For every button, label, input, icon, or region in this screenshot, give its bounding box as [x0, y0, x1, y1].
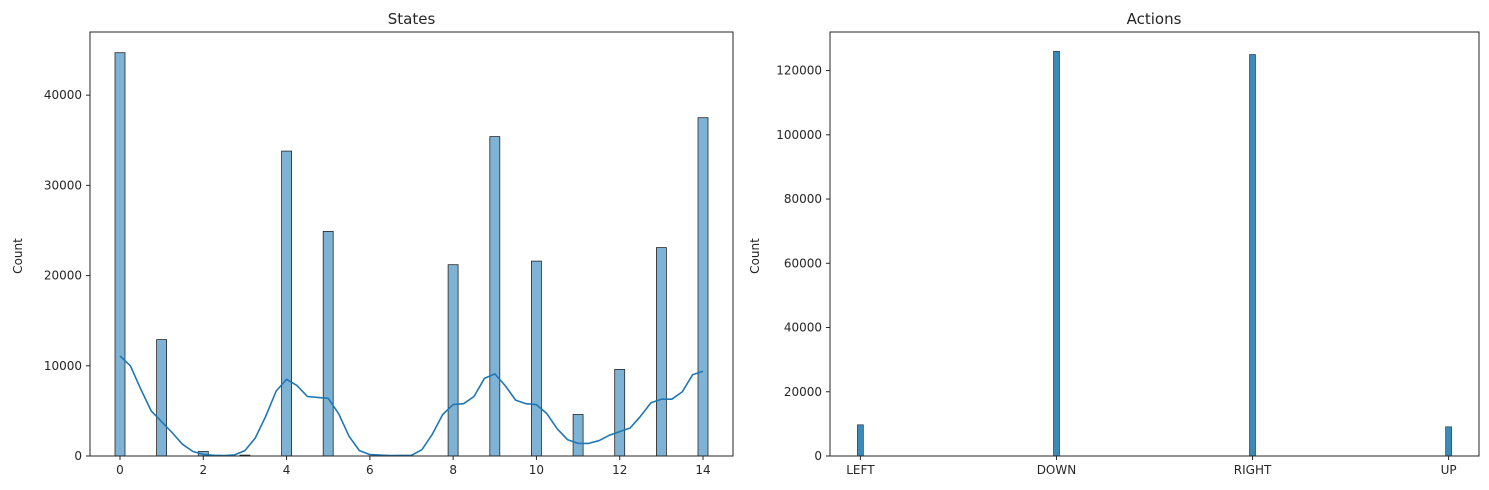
actions-y-tick-label: 80000 [784, 192, 822, 206]
actions-x-tick-label: LEFT [846, 463, 875, 477]
actions-axes-frame [829, 31, 1480, 457]
states-bar [114, 52, 126, 457]
states-x-tick-label: 8 [449, 463, 457, 477]
states-bar [447, 264, 459, 457]
actions-x-tick-label: UP [1441, 463, 1457, 477]
states-chart: States Count 0 2 4 6 8 10 12 14 0 10000 20000 3000… [11, 10, 734, 477]
states-y-tick-label: 30000 [44, 178, 82, 192]
states-x-tick-label: 6 [366, 463, 374, 477]
states-y-tick-label: 20000 [44, 269, 82, 283]
states-y-tick-label: 10000 [44, 359, 82, 373]
actions-ylabel: Count [748, 238, 762, 274]
actions-bar [857, 424, 864, 457]
actions-title: Actions [1127, 10, 1182, 28]
actions-y-tick-label: 120000 [776, 64, 822, 78]
states-bar [656, 247, 667, 457]
actions-bar [1053, 50, 1060, 457]
states-y-tick-label: 40000 [44, 88, 82, 102]
actions-chart: Actions Count LEFT DOWN RIGHT UP 0 20000 4000… [748, 10, 1480, 477]
states-kde-line [119, 355, 704, 457]
states-y-ticks: 0 10000 20000 30000 40000 [44, 88, 90, 463]
states-bar [572, 414, 584, 457]
states-bar [489, 136, 501, 457]
actions-bar [1249, 54, 1256, 457]
actions-y-tick-label: 40000 [784, 321, 822, 335]
states-x-tick-label: 4 [283, 463, 291, 477]
actions-y-tick-label: 60000 [784, 256, 822, 270]
actions-x-tick-label: DOWN [1037, 463, 1077, 477]
states-x-tick-label: 2 [199, 463, 207, 477]
states-y-tick-label: 0 [74, 449, 82, 463]
actions-x-ticks: LEFT DOWN RIGHT UP [846, 456, 1457, 477]
states-bar [697, 117, 709, 457]
states-x-tick-label: 0 [116, 463, 124, 477]
states-bar [281, 150, 293, 457]
states-bar [156, 339, 168, 457]
actions-y-tick-label: 0 [814, 449, 822, 463]
states-bar [322, 230, 334, 457]
states-bar [531, 260, 542, 457]
states-title: States [388, 10, 436, 28]
states-x-tick-label: 12 [612, 463, 627, 477]
actions-bar [1445, 426, 1452, 457]
states-bars [114, 52, 709, 457]
actions-y-ticks: 0 20000 40000 60000 80000 100000 120000 [776, 64, 830, 463]
states-ylabel: Count [11, 238, 25, 274]
states-x-ticks: 0 2 4 6 8 10 12 14 [116, 456, 711, 477]
actions-y-tick-label: 100000 [776, 128, 822, 142]
states-kde [119, 355, 704, 457]
actions-bars [857, 50, 1452, 457]
states-axes-frame [89, 31, 734, 457]
actions-x-tick-label: RIGHT [1234, 463, 1272, 477]
actions-y-tick-label: 20000 [784, 385, 822, 399]
states-x-tick-label: 10 [529, 463, 544, 477]
states-bar [614, 368, 626, 457]
states-x-tick-label: 14 [695, 463, 710, 477]
